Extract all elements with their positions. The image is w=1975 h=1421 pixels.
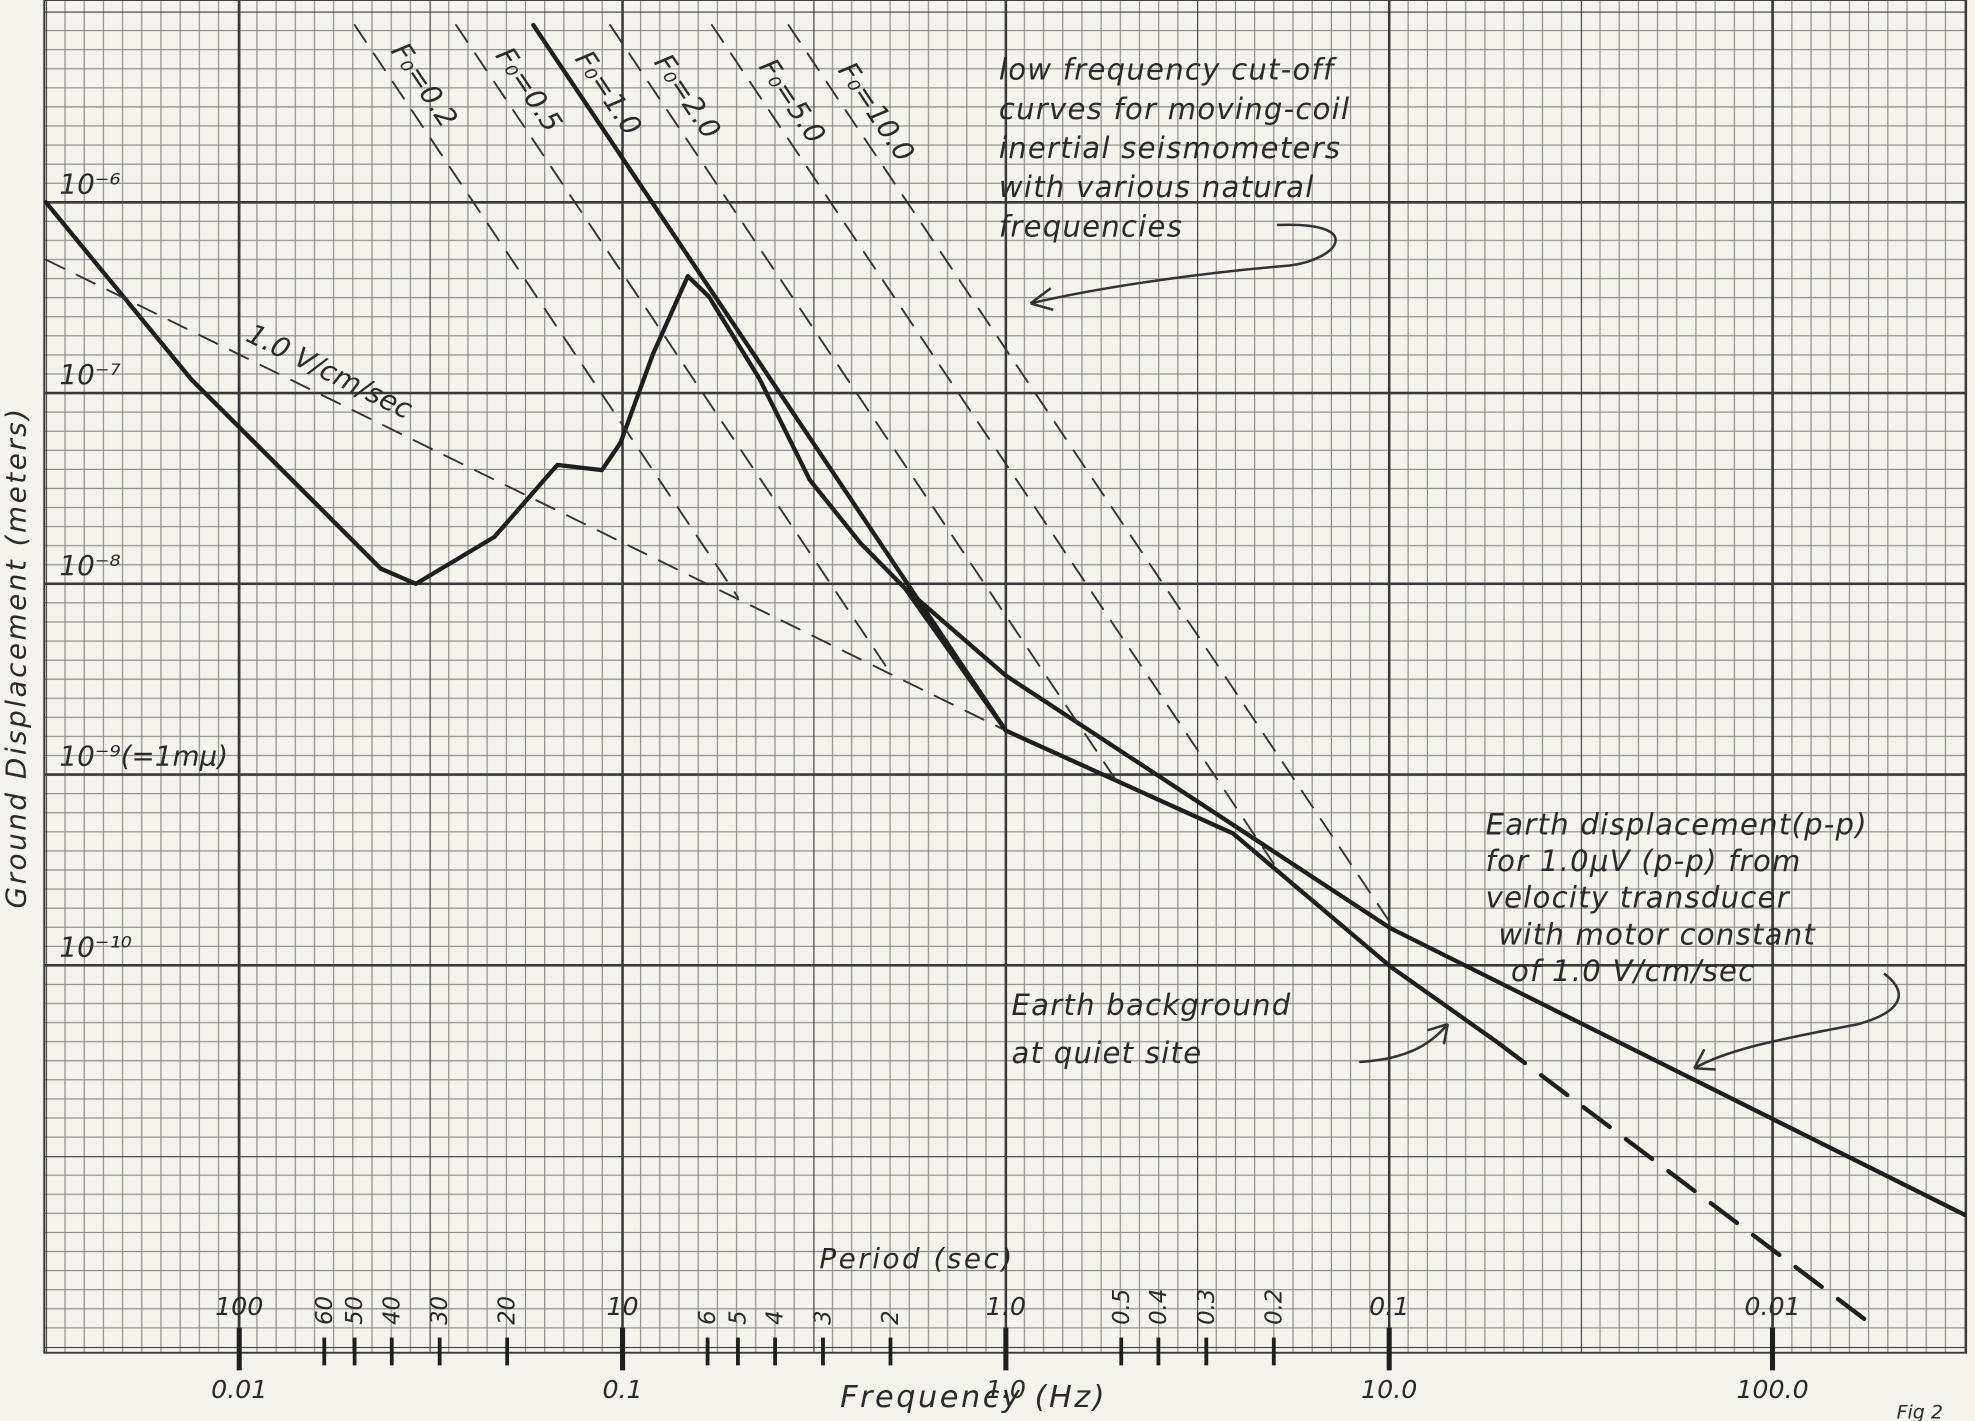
y-tick-label: 10⁻¹⁰ [59,930,131,963]
annotation: inertial seismometers [999,131,1341,165]
period-tick-label: 40 [379,1296,405,1325]
y-tick-label: 10⁻⁶ [59,167,120,200]
period-tick-label: 6 [695,1310,721,1324]
period-axis-title: Period (sec) [819,1242,1014,1275]
annotation: Earth background [1012,988,1292,1022]
period-tick-label: 0.1 [1369,1292,1409,1321]
period-tick-label: 20 [495,1296,521,1325]
curve [1496,1041,1880,1332]
curve [609,24,1123,789]
period-tick-label: 0.2 [1261,1289,1287,1325]
annotation: with various natural [999,170,1315,204]
period-tick-label: 1.0 [986,1292,1026,1321]
period-tick-label: 30 [427,1296,453,1325]
annotation: with motor constant [1498,917,1816,951]
period-tick-label: 0.3 [1194,1289,1220,1325]
y-axis-title: Ground Displacement (meters) [0,406,32,908]
annotation: velocity transducer [1486,881,1791,915]
arrow [1693,972,1900,1071]
period-tick-label: 0.01 [1744,1292,1800,1321]
y-tick-label: 10⁻⁷ [59,358,120,391]
annotation: frequencies [999,209,1183,243]
x-tick-label: 0.1 [602,1375,642,1404]
x-tick-label: 10.0 [1361,1375,1417,1404]
figure-label: Fig 2 [1897,1401,1943,1421]
y-tick-label: 10⁻⁸ [59,549,120,582]
period-tick-label: 3 [811,1310,837,1324]
x-tick-label: 100.0 [1736,1375,1808,1404]
period-tick-label: 0.4 [1146,1289,1172,1325]
annotation: at quiet site [1012,1036,1203,1070]
curve [353,24,739,599]
period-tick-label: 5 [726,1310,752,1324]
y-tick-label: 10⁻⁹(=1mμ) [59,740,228,773]
period-tick-label: 50 [342,1296,368,1325]
annotation: curves for moving-coil [999,92,1350,126]
period-tick-label: 100 [215,1292,263,1321]
annotation: Earth displacement(p-p) [1486,807,1868,841]
curve [44,258,1007,732]
x-tick-label: 0.01 [211,1375,267,1404]
x-axis-title: Frequency (Hz) [840,1380,1107,1415]
annotation: for 1.0μV (p-p) from [1486,844,1802,878]
annotation: low frequency cut-off [999,53,1337,87]
period-tick-label: 0.5 [1109,1289,1135,1325]
x-tick-label: 1.0 [986,1375,1026,1404]
curve [787,24,1391,923]
period-tick-label: 4 [763,1310,789,1324]
arrow [1359,1022,1449,1064]
curve [902,585,1967,1218]
curves [44,22,1967,1332]
period-tick-label: 2 [878,1310,904,1324]
major-grid [44,0,1967,1353]
curve [531,22,1008,733]
arrow [1029,223,1337,311]
annotation: of 1.0 V/cm/sec [1511,954,1755,988]
period-tick-label: 60 [312,1296,338,1325]
curve [455,24,892,675]
period-tick-label: 10 [606,1292,638,1321]
